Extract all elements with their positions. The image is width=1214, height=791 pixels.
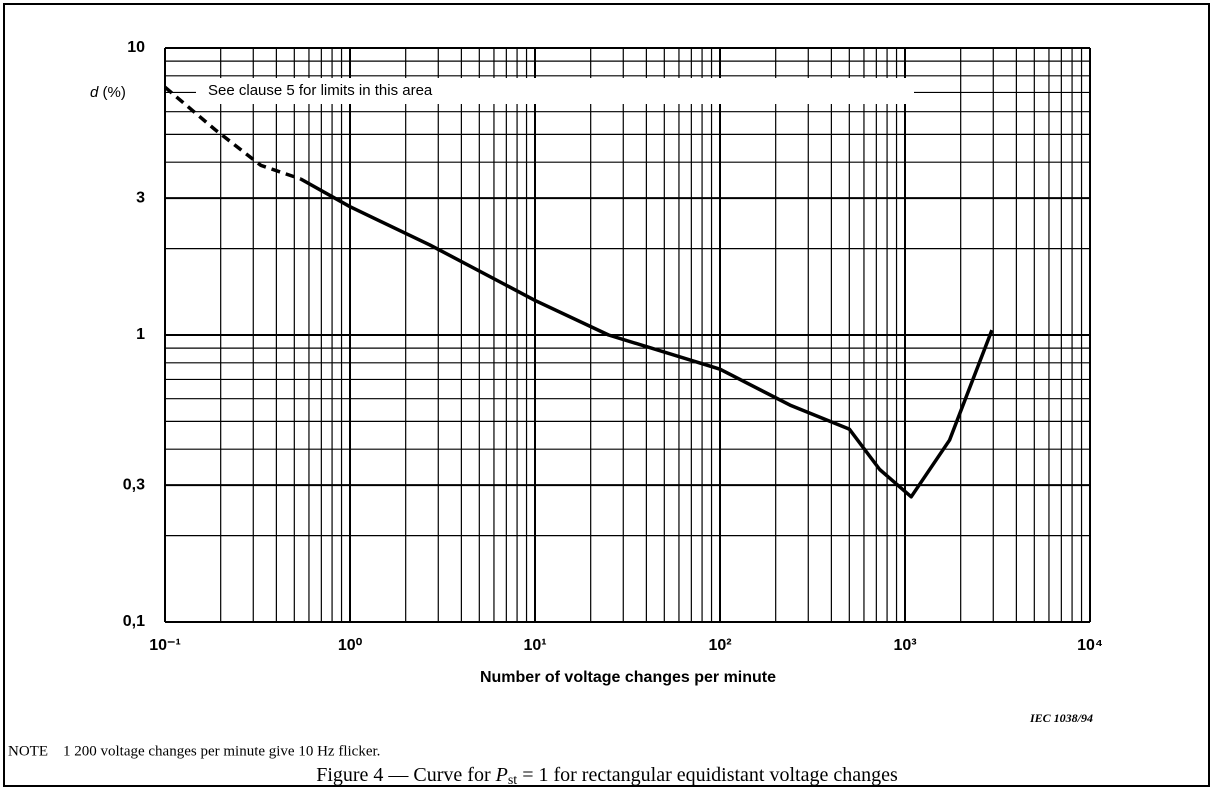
grid xyxy=(164,47,1091,623)
y-tick-label: 0,3 xyxy=(123,476,145,493)
caption: Figure 4 — Curve for Pst = 1 for rectang… xyxy=(316,764,898,789)
curve xyxy=(299,177,994,499)
note: NOTE 1 200 voltage changes per minute gi… xyxy=(8,743,380,759)
caption-part: Figure 4 — Curve for xyxy=(316,764,495,786)
y-axis-label: d (%) xyxy=(90,84,126,101)
caption-part: = 1 for rectangular equidistant voltage … xyxy=(517,764,898,786)
frame xyxy=(3,3,1210,787)
source: IEC 1038/94 xyxy=(1029,711,1093,725)
y-tick-label: 3 xyxy=(136,189,145,206)
curves xyxy=(163,85,994,499)
x-tick-label: 10⁴ xyxy=(1077,637,1103,654)
annotation: See clause 5 for limits in this area xyxy=(208,82,433,99)
x-tick-label: 10² xyxy=(708,637,731,654)
y-tick-label: 0,1 xyxy=(123,613,145,630)
x-axis-label: Number of voltage changes per minute xyxy=(480,669,776,686)
y-tick-label: 10 xyxy=(127,39,145,56)
y-label-var: d xyxy=(90,84,99,101)
x-tick-label: 10¹ xyxy=(523,637,546,654)
x-tick-label: 10⁰ xyxy=(338,637,363,654)
x-tick-label: 10³ xyxy=(893,637,916,654)
y-label-unit: (%) xyxy=(98,84,126,101)
caption-sub: st xyxy=(508,773,517,788)
y-tick-label: 1 xyxy=(136,326,145,343)
caption-var: P xyxy=(495,764,508,786)
annotation-box xyxy=(196,78,914,104)
curve xyxy=(163,85,302,181)
x-tick-label: 10⁻¹ xyxy=(149,637,181,654)
